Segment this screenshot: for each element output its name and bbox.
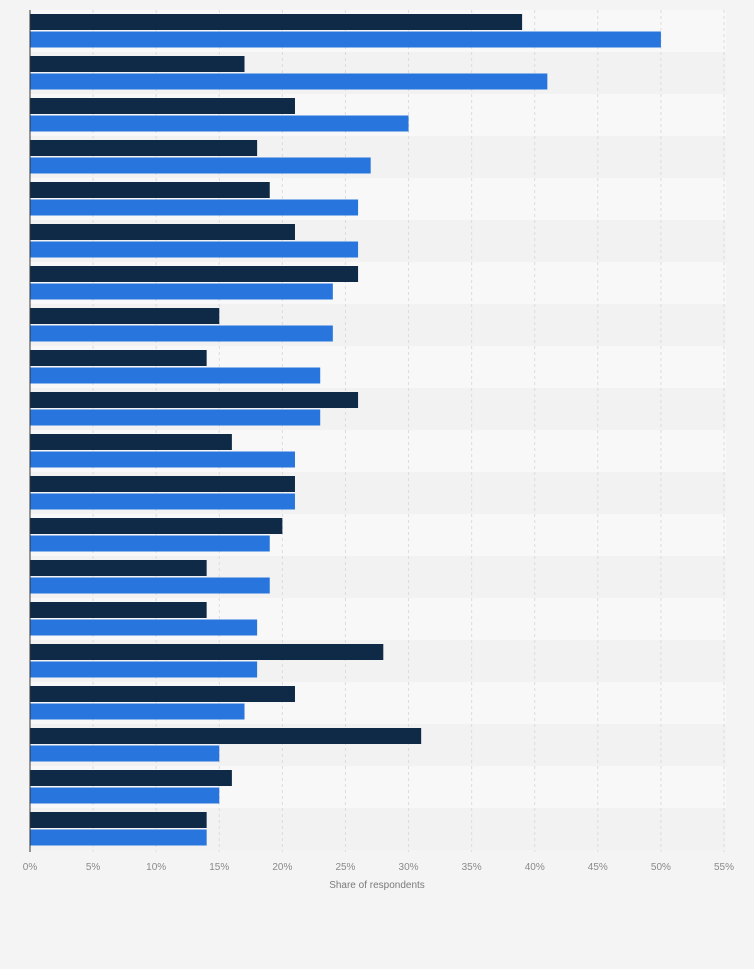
bar-series-2 (30, 199, 359, 216)
bar-series-2 (30, 829, 207, 846)
x-tick-label: 55% (714, 862, 734, 873)
x-tick-label: 25% (335, 862, 355, 873)
bar-series-2 (30, 241, 359, 258)
x-tick-label: 15% (209, 862, 229, 873)
x-axis-title: Share of respondents (329, 880, 425, 891)
bar-series-2 (30, 31, 661, 48)
bar-series-2 (30, 703, 245, 720)
bar-series-2 (30, 619, 258, 636)
bar-series-2 (30, 115, 409, 132)
x-tick-label: 35% (462, 862, 482, 873)
bar-series-1 (30, 602, 207, 618)
bar-series-2 (30, 745, 220, 762)
bar-series-1 (30, 182, 270, 198)
bar-series-2 (30, 535, 270, 552)
bar-series-1 (30, 518, 283, 534)
x-tick-label: 40% (525, 862, 545, 873)
bar-series-1 (30, 140, 258, 156)
bar-series-1 (30, 644, 384, 660)
bar-series-2 (30, 787, 220, 804)
bar-series-1 (30, 728, 422, 744)
bars (30, 14, 661, 846)
bar-series-2 (30, 283, 333, 300)
bar-series-2 (30, 451, 295, 468)
bar-series-2 (30, 325, 333, 342)
bar-series-1 (30, 560, 207, 576)
bar-series-2 (30, 157, 371, 174)
value-axis: 0% 5% 10% 15% 20% 25% 30% 35% 40% 45% 50% 55% (23, 10, 734, 873)
bar-series-2 (30, 409, 321, 426)
x-tick-label: 45% (588, 862, 608, 873)
bar-series-1 (30, 224, 295, 240)
bar-series-2 (30, 577, 270, 594)
bar-series-1 (30, 14, 523, 30)
bar-series-1 (30, 350, 207, 366)
bar-series-1 (30, 266, 359, 282)
bar-series-1 (30, 56, 245, 72)
bar-series-1 (30, 770, 232, 786)
bar-series-2 (30, 73, 548, 90)
bar-series-1 (30, 686, 295, 702)
x-tick-label: 10% (146, 862, 166, 873)
bar-series-1 (30, 308, 220, 324)
bar-series-1 (30, 392, 359, 408)
row-bands (30, 10, 726, 850)
bar-series-2 (30, 367, 321, 384)
bar-series-2 (30, 661, 258, 678)
x-tick-label: 20% (272, 862, 292, 873)
bar-series-1 (30, 434, 232, 450)
x-tick-label: 30% (399, 862, 419, 873)
x-tick-label: 0% (23, 862, 38, 873)
bar-series-1 (30, 98, 295, 114)
x-tick-label: 5% (86, 862, 101, 873)
bar-series-2 (30, 493, 295, 510)
bar-series-1 (30, 812, 207, 828)
x-tick-label: 50% (651, 862, 671, 873)
bar-series-1 (30, 476, 295, 492)
